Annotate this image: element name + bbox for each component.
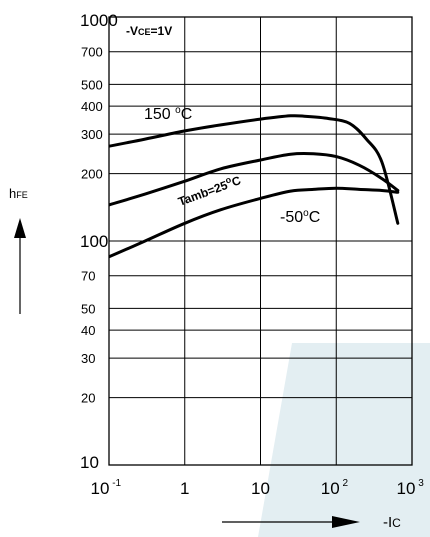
x-tick-label-0: 10 -1: [91, 478, 122, 498]
grid: [108, 16, 413, 466]
y-tick-label-0: 10: [80, 453, 99, 472]
plot-frame: [108, 16, 413, 466]
y-tick-label-11: 700: [81, 45, 103, 60]
x-axis-arrow-head: [332, 516, 360, 528]
series-line-0: [109, 114, 400, 225]
series-line-2: [109, 186, 400, 259]
y-tick-label-12: 1000: [80, 11, 118, 30]
x-tick-labels: 10 -1 1 10 10 2 10 3: [91, 478, 425, 498]
x-tick-label-1: 1: [180, 479, 189, 498]
y-tick-label-10: 500: [81, 77, 103, 92]
y-tick-label-4: 50: [81, 301, 95, 316]
x-tick-label-2: 10: [251, 479, 270, 498]
series-label-minus50c: -50oC: [280, 208, 320, 226]
y-tick-label-5: 70: [81, 269, 95, 284]
y-axis-label: hFE: [9, 186, 28, 201]
series-line-1: [109, 151, 400, 207]
x-axis-label: -IC: [383, 514, 401, 531]
y-tick-label-2: 30: [81, 351, 95, 366]
x-tick-label-4: 10 3: [397, 478, 425, 498]
y-tick-label-7: 200: [81, 167, 103, 182]
y-tick-label-8: 300: [81, 127, 103, 142]
y-tick-label-6: 100: [80, 232, 108, 251]
y-axis-arrow-head: [14, 218, 26, 238]
watermark-shape: [258, 343, 430, 537]
y-tick-labels: 10 20 30 40 50 70 100 200 300 400 500 700 1000: [80, 11, 118, 472]
y-tick-label-3: 40: [81, 323, 95, 338]
y-tick-label-9: 400: [81, 99, 103, 114]
curves: [109, 114, 400, 259]
x-tick-label-3: 10 2: [321, 478, 349, 498]
series-label-150c: 150 oC: [144, 105, 192, 123]
series-label-25c: Tamb=25oC: [176, 171, 243, 209]
y-tick-label-1: 20: [81, 391, 95, 406]
condition-label: -VCE=1V: [126, 24, 172, 38]
